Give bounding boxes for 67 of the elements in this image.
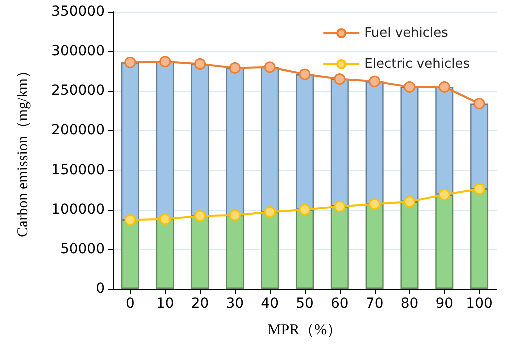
x-tick-label: 10 (156, 296, 174, 312)
x-tick-label: 40 (261, 296, 280, 312)
bar (470, 189, 489, 289)
point (124, 56, 136, 68)
bar (121, 220, 140, 289)
bar (330, 206, 349, 289)
x-tick-label: 70 (366, 296, 384, 312)
bar (470, 104, 489, 190)
bar (121, 62, 140, 220)
y-tick-label: 50000 (60, 241, 105, 258)
bar (191, 64, 210, 216)
bar (400, 202, 419, 289)
point (404, 81, 416, 93)
x-tick-label: 50 (296, 296, 314, 312)
point (264, 62, 276, 74)
point (160, 214, 172, 226)
point (229, 210, 241, 222)
point (124, 214, 136, 226)
point (194, 210, 206, 222)
bar (226, 68, 244, 216)
bar (330, 79, 349, 207)
y-tick-label: 150000 (52, 162, 105, 178)
y-tick-label: 250000 (52, 83, 105, 100)
y-tick-label: 300000 (52, 44, 105, 60)
bar (226, 215, 244, 289)
point (334, 74, 346, 86)
y-tick-label: 350000 (52, 4, 105, 20)
bar (400, 87, 419, 202)
x-tick-label: 20 (191, 296, 210, 312)
x-tick-label: 80 (400, 296, 419, 312)
point (334, 200, 346, 212)
y-tick-label: 0 (96, 281, 105, 297)
bar (366, 204, 384, 289)
point (229, 62, 241, 74)
point (299, 204, 311, 216)
point (404, 196, 416, 208)
point (474, 98, 486, 110)
bar (436, 87, 454, 195)
bar (156, 219, 174, 289)
x-tick-label: 100 (466, 296, 493, 312)
legend-label: Fuel vehicles (364, 26, 449, 41)
point (438, 189, 450, 201)
bar (261, 67, 280, 212)
bar (191, 216, 210, 289)
point (160, 56, 172, 68)
point (299, 68, 311, 80)
bar (366, 82, 384, 204)
bar (296, 74, 314, 210)
x-tick-label: 30 (226, 296, 244, 312)
y-tick-label: 200000 (52, 122, 105, 139)
y-tick-label: 100000 (52, 202, 105, 218)
y-axis-title: Carbon emission（mg/km） (16, 64, 32, 238)
bar (261, 212, 280, 289)
point (194, 58, 206, 70)
point (264, 206, 276, 218)
x-tick-label: 0 (126, 296, 135, 312)
point (369, 76, 381, 88)
x-tick-label: 90 (436, 296, 454, 312)
bar (436, 194, 454, 289)
bar (156, 62, 174, 220)
bar (296, 210, 314, 289)
point (438, 81, 450, 93)
x-tick-label: 60 (330, 296, 349, 312)
legend-label: Electric vehicles (364, 57, 470, 72)
x-axis-title: MPR（%） (268, 322, 342, 338)
point (369, 198, 381, 210)
point (474, 184, 486, 196)
